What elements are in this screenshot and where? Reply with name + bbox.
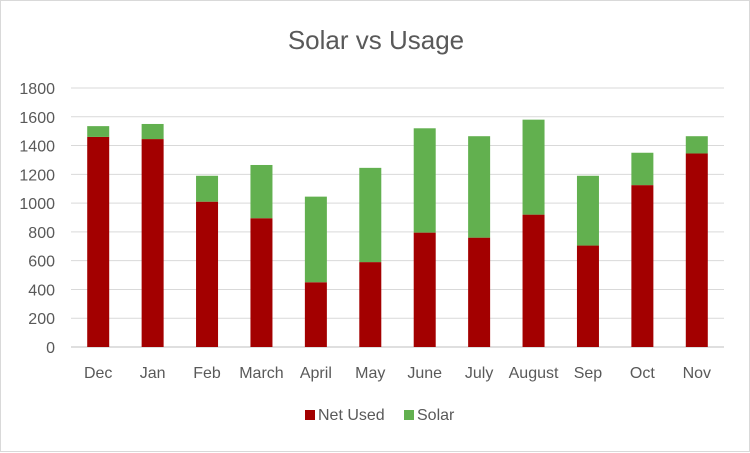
bar-net-used-march	[250, 218, 273, 347]
bar-solar-july	[468, 136, 491, 238]
x-tick-label: Dec	[84, 365, 112, 382]
x-tick-label: Nov	[683, 365, 711, 382]
legend-label-solar: Solar	[417, 407, 455, 424]
bar-solar-march	[250, 164, 273, 219]
bar-solar-dec	[87, 126, 110, 137]
x-tick-label: Oct	[630, 365, 655, 382]
x-axis-ticks: Dec Jan Feb March April May June July August Sep O…	[84, 365, 711, 382]
x-tick-label: August	[509, 365, 559, 382]
bar-net-used-june	[413, 232, 436, 347]
y-tick-label: 1000	[19, 196, 55, 213]
x-tick-label: March	[239, 365, 283, 382]
y-axis-ticks: 0 200 400 600 800 1000 1200 1400 1600 1800	[19, 81, 55, 357]
bar-net-used-april	[304, 282, 327, 347]
y-tick-label: 0	[46, 340, 55, 357]
bar-solar-august	[522, 119, 545, 215]
x-tick-label: May	[355, 365, 385, 382]
bar-solar-sep	[576, 175, 599, 246]
x-tick-label: April	[300, 365, 332, 382]
y-tick-label: 1800	[19, 81, 55, 98]
y-tick-label: 1600	[19, 110, 55, 127]
bar-solar-jan	[141, 123, 164, 140]
x-tick-label: Sep	[574, 365, 603, 382]
bar-solar-nov	[685, 136, 708, 154]
x-tick-label: June	[407, 365, 442, 382]
bar-net-used-sep	[576, 245, 599, 347]
bar-net-used-dec	[87, 136, 110, 347]
bar-net-used-july	[468, 237, 491, 347]
bar-net-used-may	[359, 262, 382, 347]
bar-solar-may	[359, 167, 382, 263]
legend-swatch-solar	[404, 410, 414, 420]
y-tick-label: 200	[28, 311, 55, 328]
bar-net-used-feb	[196, 201, 219, 347]
y-tick-label: 800	[28, 225, 55, 242]
y-tick-label: 400	[28, 282, 55, 299]
legend-swatch-net-used	[305, 410, 315, 420]
y-tick-label: 1200	[19, 167, 55, 184]
bar-solar-feb	[196, 175, 219, 202]
x-tick-label: Jan	[140, 365, 166, 382]
x-tick-label: Feb	[193, 365, 221, 382]
y-tick-label: 1400	[19, 139, 55, 156]
bar-net-used-jan	[141, 139, 164, 347]
bar-solar-june	[413, 128, 436, 233]
bar-net-used-oct	[631, 185, 654, 347]
bar-solar-oct	[631, 152, 654, 186]
legend-label-net-used: Net Used	[318, 407, 385, 424]
y-tick-label: 600	[28, 254, 55, 271]
bar-net-used-august	[522, 214, 545, 347]
legend: Net Used Solar	[305, 407, 455, 424]
gridlines	[71, 87, 724, 348]
x-tick-label: July	[465, 365, 493, 382]
bars	[87, 119, 708, 347]
bar-net-used-nov	[685, 153, 708, 347]
chart-title: Solar vs Usage	[288, 25, 464, 55]
bar-solar-april	[304, 196, 327, 283]
